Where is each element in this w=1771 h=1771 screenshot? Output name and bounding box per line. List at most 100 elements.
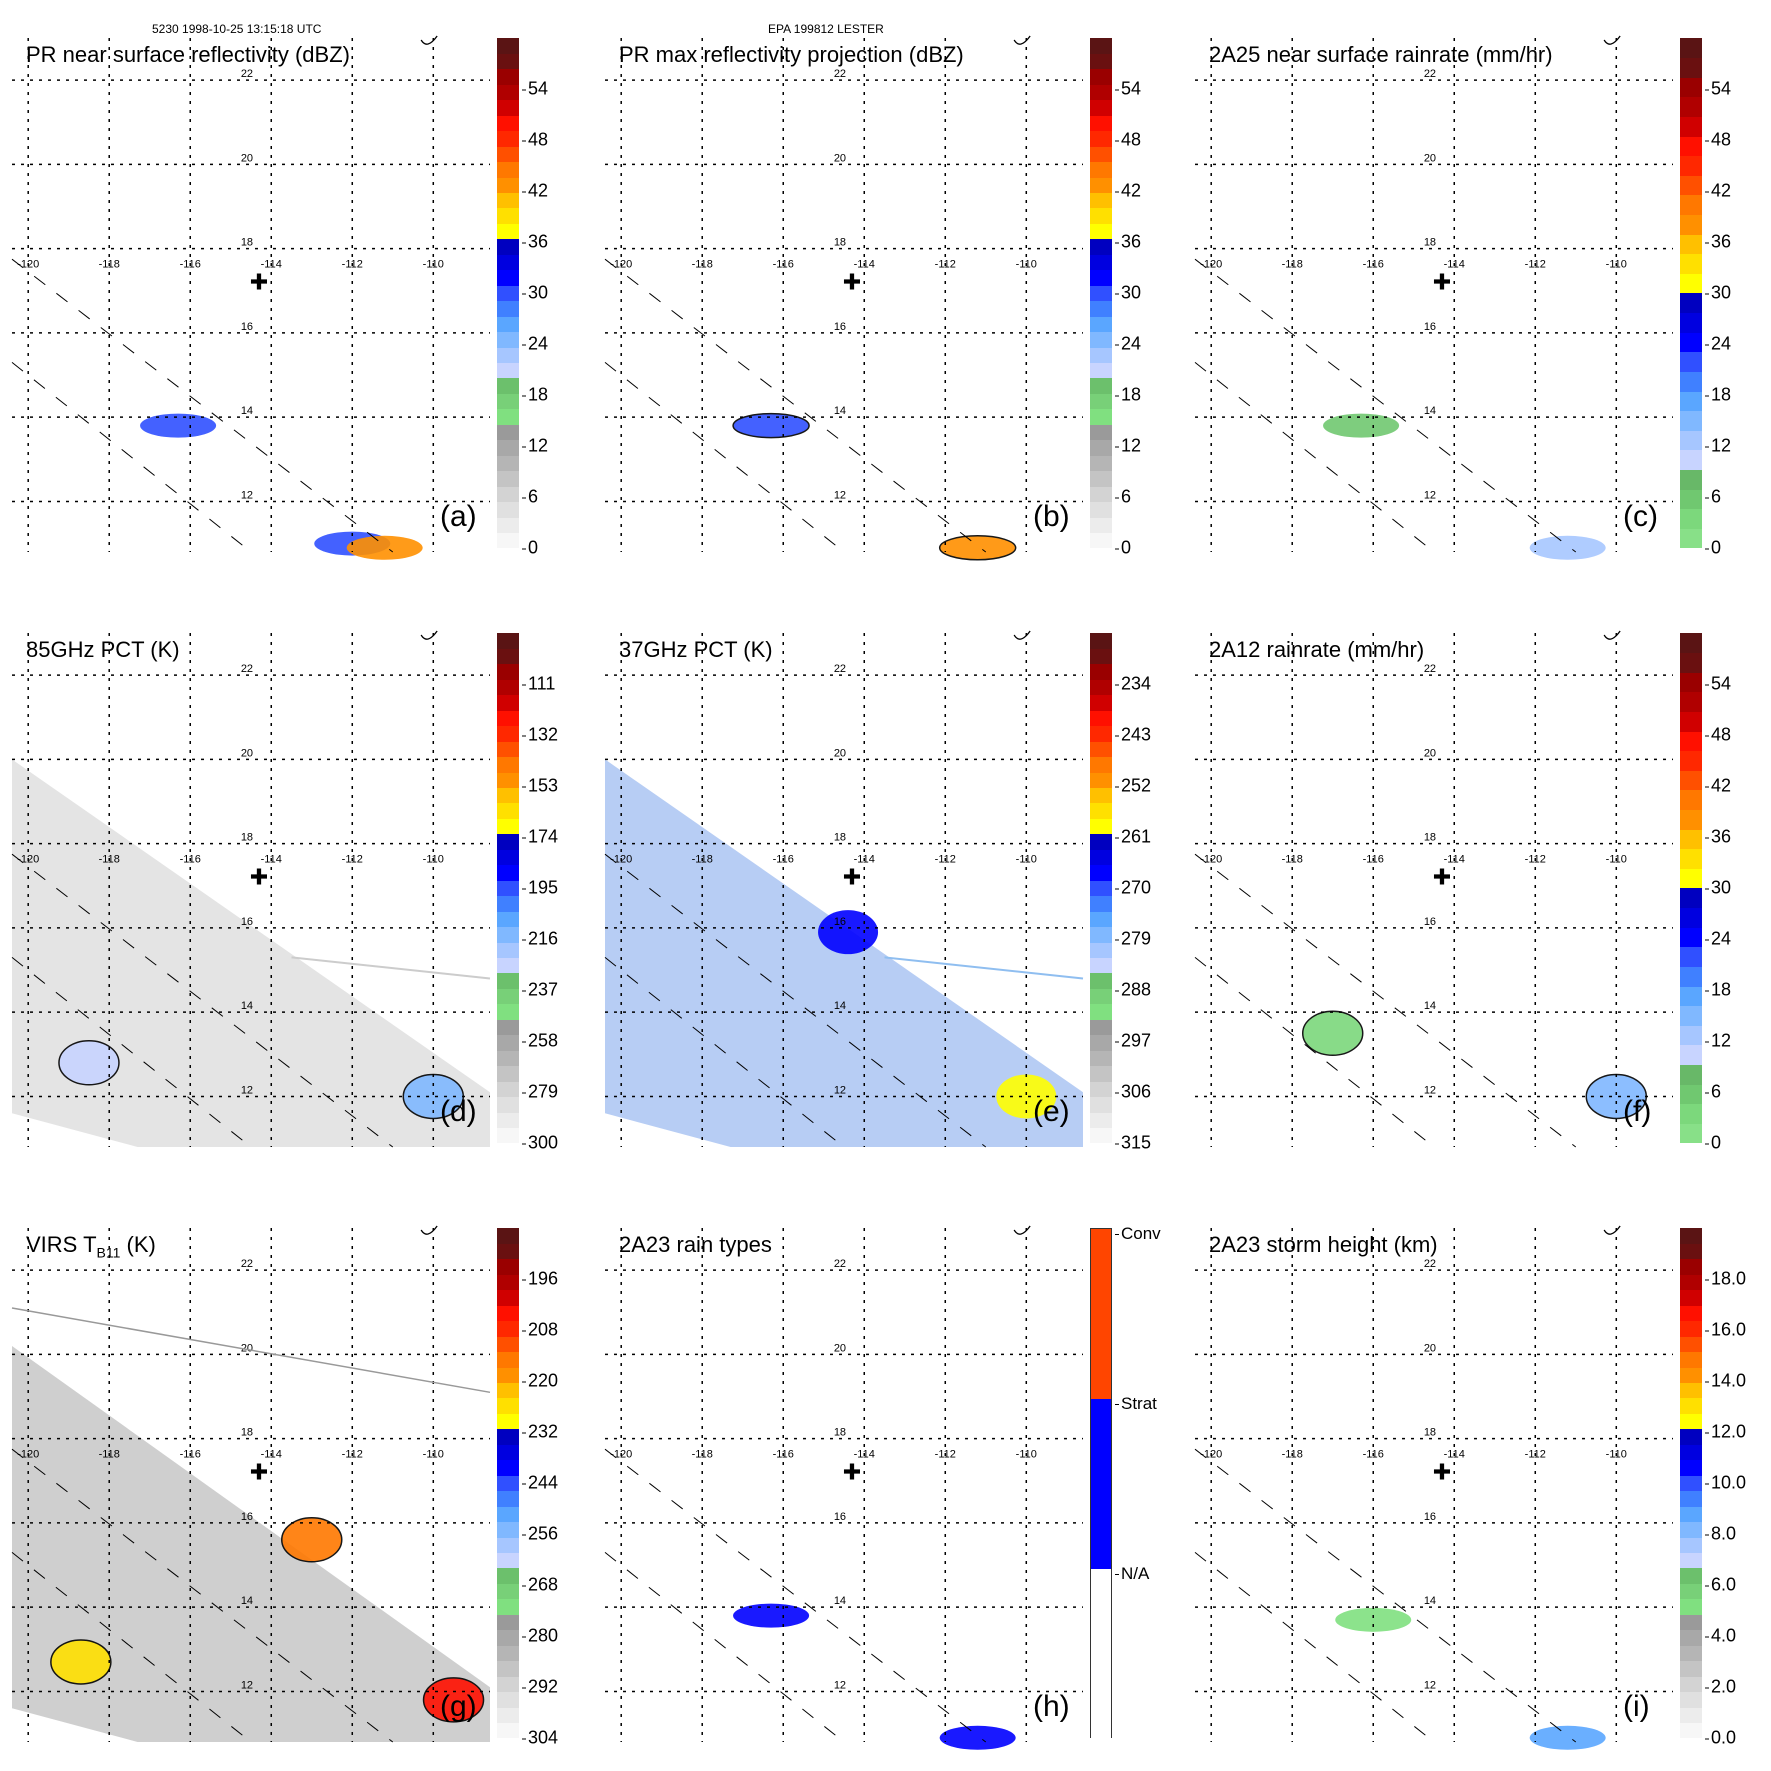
lon-tick-label: -110 bbox=[1606, 1449, 1627, 1461]
pr-swath-edge bbox=[11, 853, 394, 1148]
pr-swath-edge bbox=[604, 258, 987, 553]
colorbar-segment bbox=[497, 1645, 519, 1662]
colorbar-tick-label: 0 bbox=[1114, 537, 1132, 558]
colorbar-segment bbox=[1680, 1459, 1702, 1476]
storm-center-marker-icon: ✚ bbox=[1433, 1460, 1451, 1485]
colorbar-segment bbox=[497, 486, 519, 503]
colorbar-segment bbox=[1680, 1676, 1702, 1693]
panel-title: 37GHz PCT (K) bbox=[619, 637, 773, 663]
colorbar-tick-label: 268 bbox=[521, 1574, 559, 1595]
lon-tick-label: -110 bbox=[1606, 259, 1627, 271]
lon-tick-label: -112 bbox=[342, 259, 363, 271]
panel-title: PR max reflectivity projection (dBZ) bbox=[619, 42, 964, 68]
colorbar-tick-label: 292 bbox=[521, 1676, 559, 1697]
lat-tick-label: 16 bbox=[241, 1511, 253, 1523]
colorbar-segment bbox=[497, 470, 519, 487]
colorbar-tick-label: 195 bbox=[521, 877, 559, 898]
colorbar-segment bbox=[1680, 1064, 1702, 1085]
colorbar-segment bbox=[497, 1707, 519, 1724]
colorbar-tick-label: 48 bbox=[1114, 129, 1142, 150]
lat-tick-label: 12 bbox=[241, 489, 253, 501]
lon-tick-label: -118 bbox=[692, 854, 713, 866]
lat-tick-label: 22 bbox=[834, 663, 846, 675]
colorbar-segment bbox=[1680, 1367, 1702, 1384]
colorbar-tick-label: 279 bbox=[521, 1081, 559, 1102]
colorbar-segment bbox=[497, 957, 519, 974]
lon-tick-label: -116 bbox=[180, 854, 201, 866]
panel-label: (i) bbox=[1623, 1690, 1650, 1723]
lat-tick-label: 18 bbox=[1424, 237, 1436, 249]
colorbar-tick-label: 216 bbox=[521, 928, 559, 949]
colorbar-segment bbox=[1090, 331, 1112, 348]
colorbar-segment bbox=[1680, 966, 1702, 987]
colorbar-segment bbox=[497, 818, 519, 835]
data-feature bbox=[1301, 1010, 1364, 1056]
lon-tick-label: -112 bbox=[1525, 259, 1546, 271]
colorbar-segment bbox=[1680, 1123, 1702, 1144]
colorbar-segment bbox=[1680, 1103, 1702, 1124]
colorbar-segment bbox=[497, 911, 519, 928]
colorbar-tick-label: 220 bbox=[521, 1370, 559, 1391]
colorbar-segment bbox=[1090, 532, 1112, 549]
colorbar-tick-label: 6 bbox=[1114, 486, 1132, 507]
colorbar-tick-label: 54 bbox=[1114, 78, 1142, 99]
map-e: 22 20 18 16 14 12 -120 -118 -116 -114 -112 -110 ✚ bbox=[604, 630, 1084, 1148]
pr-swath-edge bbox=[11, 258, 394, 553]
colorbar-segment bbox=[1090, 926, 1112, 943]
colorbar-segment bbox=[497, 849, 519, 866]
storm-center-marker-icon: ✚ bbox=[843, 1460, 861, 1485]
colorbar-segment bbox=[497, 772, 519, 789]
lat-tick-label: 22 bbox=[241, 1258, 253, 1270]
colorbar-segment bbox=[1680, 1336, 1702, 1353]
pr-swath-edge bbox=[11, 957, 252, 1148]
lat-tick-label: 18 bbox=[834, 237, 846, 249]
colorbar-segment bbox=[497, 1506, 519, 1523]
colorbar-segment bbox=[1090, 741, 1112, 758]
panel-h: 22 20 18 16 14 12 -120 -118 -116 -114 -112 -110 ✚ 2A2… bbox=[593, 1220, 1185, 1750]
colorbar-tick-label: 48 bbox=[521, 129, 549, 150]
panel-title-text: VIRS T bbox=[26, 1232, 97, 1257]
coastline-fragment bbox=[1013, 630, 1031, 640]
panel-a: 22 20 18 16 14 12 -120 -118 -116 -114 -112 -110 ✚ PR … bbox=[0, 30, 590, 560]
lon-tick-label: -116 bbox=[773, 1449, 794, 1461]
colorbar-segment bbox=[1680, 449, 1702, 471]
colorbar-segment bbox=[1090, 347, 1112, 364]
colorbar-segment bbox=[497, 269, 519, 286]
lon-tick-label: -118 bbox=[692, 1449, 713, 1461]
colorbar-tick-label: 48 bbox=[1704, 724, 1732, 745]
colorbar-segment bbox=[1090, 238, 1112, 255]
colorbar-segment bbox=[497, 1003, 519, 1020]
colorbar-segment bbox=[1680, 96, 1702, 117]
colorbar-segment bbox=[1090, 1081, 1112, 1098]
panel-label: (h) bbox=[1033, 1690, 1070, 1723]
colorbar-segment bbox=[1680, 731, 1702, 752]
colorbar-segment bbox=[1090, 679, 1112, 696]
colorbar-segment bbox=[1090, 1096, 1112, 1113]
colorbar-segment bbox=[1090, 633, 1112, 649]
lon-tick-label: -110 bbox=[1016, 1449, 1037, 1461]
colorbar-segment bbox=[1090, 833, 1112, 850]
colorbar-segment bbox=[1090, 192, 1112, 209]
coastline-fragment bbox=[1603, 630, 1621, 640]
colorbar-segment bbox=[1680, 489, 1702, 510]
colorbar-segment bbox=[497, 1475, 519, 1492]
lon-tick-label: -114 bbox=[261, 1449, 282, 1461]
colorbar-tick-label: 12.0 bbox=[1704, 1421, 1747, 1442]
colorbar-tick-label: 232 bbox=[521, 1421, 559, 1442]
colorbar-ticks: Conv Strat N/A bbox=[1114, 1224, 1185, 1738]
colorbar-tick-label: 30 bbox=[1704, 877, 1732, 898]
colorbar-segment bbox=[1680, 253, 1702, 274]
colorbar-segment bbox=[1680, 1629, 1702, 1646]
colorbar-segment bbox=[497, 223, 519, 240]
colorbar-segment bbox=[1680, 1490, 1702, 1507]
lat-tick-label: 22 bbox=[834, 68, 846, 80]
colorbar-segment bbox=[497, 1289, 519, 1306]
colorbar-segment bbox=[497, 1336, 519, 1353]
colorbar-tick-label: 256 bbox=[521, 1523, 559, 1544]
pr-swath-edge bbox=[604, 957, 845, 1148]
colorbar-tick-label: 10.0 bbox=[1704, 1472, 1747, 1493]
colorbar-segment bbox=[1090, 269, 1112, 286]
data-feature bbox=[140, 413, 217, 438]
lon-tick-label: -112 bbox=[342, 1449, 363, 1461]
colorbar-tick-label: Strat bbox=[1115, 1394, 1157, 1413]
